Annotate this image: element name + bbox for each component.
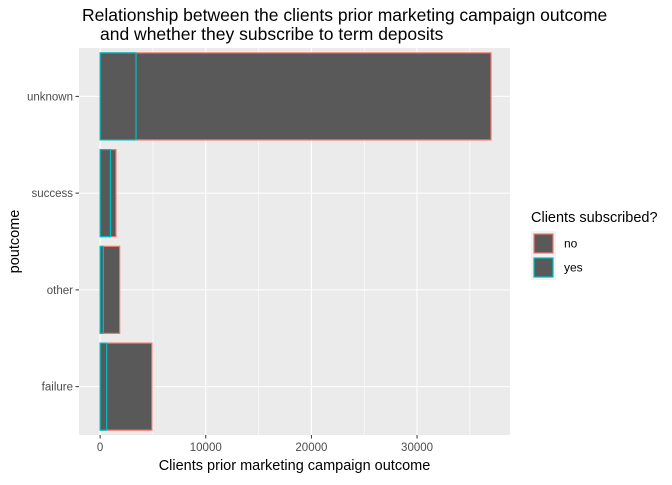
legend-label-no: no bbox=[564, 237, 578, 251]
legend-key-yes bbox=[533, 257, 554, 278]
chart-title-line-1: Relationship between the clients prior m… bbox=[82, 5, 607, 25]
legend: Clients subscribed? no yes bbox=[531, 210, 658, 280]
bar-yes-failure bbox=[99, 342, 108, 431]
y-tick-label: other bbox=[47, 285, 73, 297]
legend-label-yes: yes bbox=[564, 261, 583, 275]
x-tick-label: 0 bbox=[97, 442, 103, 454]
legend-title: Clients subscribed? bbox=[531, 210, 658, 226]
y-tick-label: unknown bbox=[27, 91, 73, 103]
axis-layer: 0 10000 20000 30000 failure other success unkno… bbox=[27, 91, 433, 454]
y-tick-label: success bbox=[31, 188, 73, 200]
chart-title-line-2: and whether they subscribe to term depos… bbox=[100, 24, 444, 44]
y-axis-label: poutcome bbox=[7, 210, 23, 274]
bar-no-unknown bbox=[99, 52, 492, 141]
y-tick-label: failure bbox=[42, 382, 73, 394]
bar-yes-success bbox=[99, 148, 112, 238]
bar-no-failure bbox=[99, 342, 153, 431]
bar-yes-unknown bbox=[99, 52, 137, 141]
bar-yes-other bbox=[99, 245, 104, 335]
x-tick-label: 10000 bbox=[190, 442, 222, 454]
x-tick-label: 20000 bbox=[295, 442, 327, 454]
legend-key-no bbox=[533, 233, 554, 254]
x-axis-label: Clients prior marketing campaign outcome bbox=[159, 458, 431, 474]
bar-layer bbox=[99, 52, 492, 431]
x-tick-label: 30000 bbox=[401, 442, 433, 454]
